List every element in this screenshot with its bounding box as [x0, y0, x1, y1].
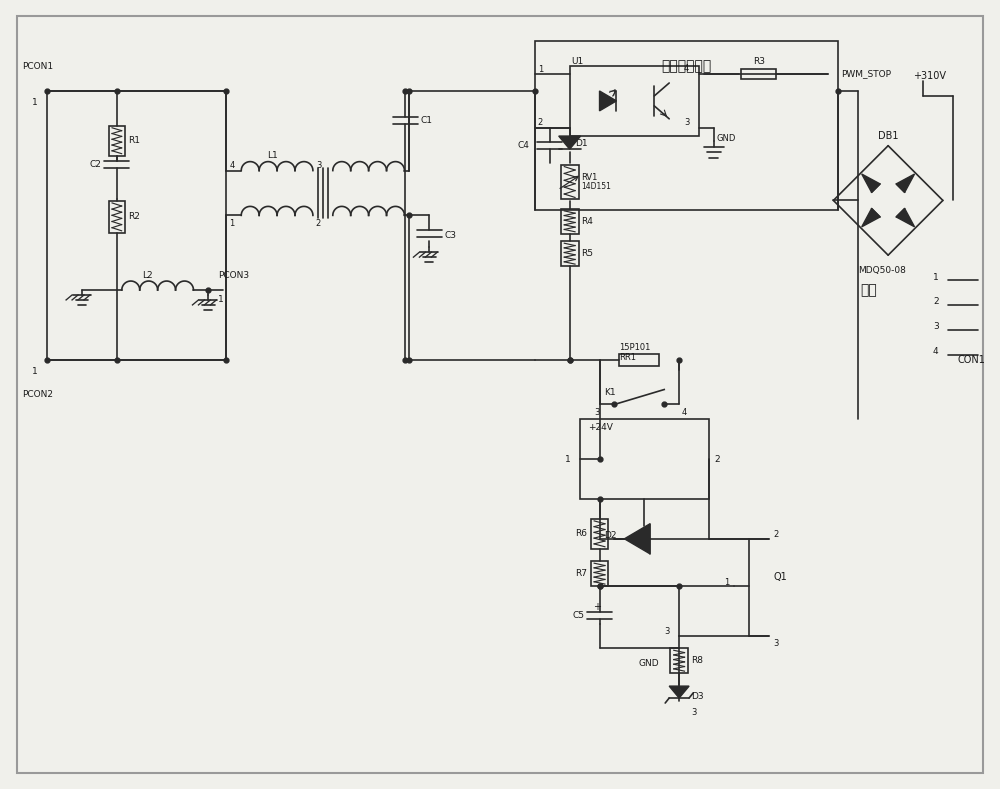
Text: R6: R6 — [576, 529, 588, 538]
Polygon shape — [862, 208, 880, 226]
Bar — [109, 201, 125, 233]
Text: 2: 2 — [774, 530, 779, 540]
Text: C5: C5 — [572, 611, 584, 620]
Text: 1: 1 — [724, 578, 729, 586]
Text: 1: 1 — [229, 219, 235, 228]
Text: R1: R1 — [128, 136, 140, 145]
Text: 1: 1 — [32, 367, 38, 376]
Text: GND: GND — [717, 134, 736, 144]
Text: 1: 1 — [933, 272, 939, 282]
Text: 4: 4 — [933, 347, 939, 356]
Polygon shape — [896, 174, 915, 193]
Bar — [591, 519, 608, 549]
Bar — [535, 41, 838, 211]
Text: 3: 3 — [316, 161, 321, 170]
Bar — [741, 69, 776, 79]
Text: 1: 1 — [32, 99, 38, 107]
Text: 1: 1 — [565, 454, 570, 464]
Text: R4: R4 — [582, 217, 593, 226]
Bar — [619, 353, 659, 365]
Text: 2: 2 — [933, 297, 939, 306]
Text: DB1: DB1 — [878, 131, 899, 140]
Text: RR1: RR1 — [619, 353, 636, 362]
Text: D2: D2 — [604, 531, 617, 540]
Polygon shape — [600, 91, 616, 111]
Text: D1: D1 — [575, 139, 587, 148]
Polygon shape — [669, 686, 689, 698]
Text: L1: L1 — [267, 151, 278, 160]
Text: 辅电: 辅电 — [860, 283, 877, 297]
Polygon shape — [896, 208, 915, 226]
Text: 4: 4 — [682, 408, 687, 417]
Text: CON1: CON1 — [958, 355, 986, 365]
Text: 3: 3 — [691, 709, 696, 717]
Text: 检测此点信号: 检测此点信号 — [661, 59, 712, 73]
Bar — [561, 241, 579, 266]
Text: 4: 4 — [684, 64, 689, 73]
Text: +310V: +310V — [913, 71, 946, 81]
Text: C1: C1 — [421, 116, 433, 125]
Text: L2: L2 — [142, 271, 152, 279]
Bar — [561, 165, 579, 200]
Text: 2: 2 — [714, 454, 720, 464]
Text: 2: 2 — [538, 118, 543, 127]
Text: 4: 4 — [229, 161, 235, 170]
Text: 1: 1 — [538, 65, 543, 73]
Polygon shape — [559, 136, 581, 149]
Text: +: + — [593, 603, 601, 612]
Text: GND: GND — [639, 659, 660, 667]
Text: C2: C2 — [90, 159, 101, 169]
Text: U1: U1 — [572, 57, 584, 65]
Polygon shape — [624, 524, 650, 554]
Bar — [670, 649, 688, 673]
Text: D3: D3 — [691, 691, 704, 701]
Text: 3: 3 — [774, 639, 779, 649]
Text: R3: R3 — [753, 57, 765, 66]
Text: R5: R5 — [582, 249, 594, 258]
Polygon shape — [862, 174, 880, 193]
Text: PWM_STOP: PWM_STOP — [841, 69, 891, 79]
Text: Q1: Q1 — [774, 572, 787, 582]
Text: PCON2: PCON2 — [22, 390, 53, 399]
Text: 3: 3 — [684, 118, 689, 127]
Text: C3: C3 — [444, 230, 456, 240]
Text: PCON1: PCON1 — [22, 62, 53, 70]
Text: 14D151: 14D151 — [582, 182, 611, 192]
Text: 3: 3 — [595, 408, 600, 417]
Bar — [580, 420, 709, 499]
Bar — [109, 125, 125, 155]
Bar — [570, 66, 699, 136]
Text: K1: K1 — [604, 388, 616, 397]
Text: C4: C4 — [518, 141, 530, 150]
Text: R8: R8 — [691, 656, 703, 665]
Bar — [591, 561, 608, 586]
Text: R7: R7 — [576, 569, 588, 578]
Text: 15P101: 15P101 — [619, 343, 651, 352]
Text: MDQ50-08: MDQ50-08 — [858, 266, 906, 275]
Text: R2: R2 — [128, 212, 140, 222]
Text: +24V: +24V — [588, 423, 612, 432]
Text: 2: 2 — [316, 219, 321, 228]
Text: 1: 1 — [218, 295, 224, 305]
Bar — [561, 209, 579, 234]
Text: PCON3: PCON3 — [218, 271, 249, 279]
Text: 3: 3 — [933, 323, 939, 331]
Text: RV1: RV1 — [582, 173, 598, 181]
Text: 3: 3 — [664, 627, 670, 637]
